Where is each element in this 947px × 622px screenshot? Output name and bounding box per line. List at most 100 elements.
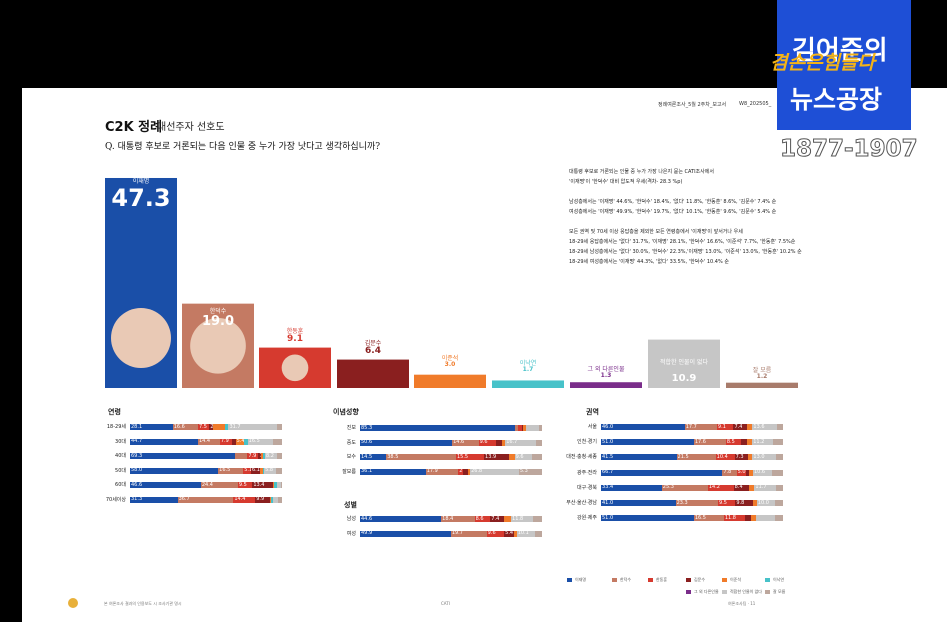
- stacked-segment: [360, 454, 387, 460]
- stacked-segment: [526, 425, 539, 431]
- stacked-segment: [130, 424, 173, 430]
- segment-value-label: 46.6: [131, 481, 143, 488]
- segment-value-label: 15.5: [456, 453, 469, 460]
- stacked-segment: [511, 516, 533, 522]
- segment-value-label: 38.5: [387, 453, 399, 460]
- breakdown-title: 성별: [344, 501, 357, 509]
- stacked-segment: [360, 439, 453, 446]
- segment-value-label: 69.3: [131, 452, 143, 459]
- stacked-segment: [360, 468, 426, 475]
- segment-value-label: 9.1: [717, 423, 726, 430]
- segment-value-label: 85.3: [361, 424, 373, 431]
- segment-value-label: 17.9: [426, 468, 438, 474]
- stacked-segment: [233, 496, 256, 503]
- note-line: 18-29세 여성층에서는 '이재명' 44.3%, '없다' 33.5%, '…: [569, 259, 729, 265]
- candidate-value: 47.3: [111, 184, 171, 212]
- stacked-segment: [197, 424, 210, 430]
- stacked-segment: [276, 424, 282, 430]
- candidate-photo-face: [190, 317, 246, 374]
- segment-value-label: 16.5: [694, 514, 706, 521]
- stacked-segment: [274, 482, 277, 488]
- breakdown-row-label: 보수: [346, 454, 356, 460]
- stacked-segment: [756, 500, 775, 506]
- segment-value-label: 26.8: [471, 468, 483, 474]
- candidate-value: 1.3: [600, 372, 612, 380]
- breakdown-row-label: 강원·제주: [577, 515, 597, 522]
- stacked-segment: [250, 467, 261, 474]
- stacked-segment: [264, 467, 276, 474]
- stacked-segment: [228, 424, 277, 430]
- segment-value-label: 14.4: [234, 496, 246, 502]
- stacked-segment: [452, 439, 479, 446]
- footer-page: 여론조사팀 · 11: [728, 601, 756, 606]
- stacked-segment: [273, 496, 278, 503]
- stacked-segment: [532, 516, 542, 522]
- breakdown-row-label: 광주·전라: [577, 469, 597, 476]
- note-line: '이재명'이 '한덕수' 대비 압도적 우세(격차- 28.3 %p): [569, 179, 683, 185]
- stacked-segment: [693, 439, 726, 446]
- segment-value-label: 8.2: [265, 452, 274, 459]
- segment-value-label: 36.1: [361, 468, 373, 474]
- legend-swatch: [612, 578, 617, 582]
- segment-value-label: 14.6: [453, 439, 465, 445]
- candidate-name: 한덕수: [209, 307, 227, 315]
- breakdown-row-label: 인천·경기: [577, 439, 597, 446]
- stacked-segment: [130, 496, 178, 503]
- segment-value-label: 9.5: [719, 499, 727, 506]
- stacked-segment: [360, 530, 451, 537]
- stacked-segment: [501, 439, 506, 446]
- segment-value-label: 9.6: [515, 453, 524, 460]
- segment-value-label: 14.5: [361, 453, 373, 460]
- brand-title: C2K 정례: [105, 120, 163, 135]
- breakdown-title: 권역: [586, 408, 599, 416]
- stacked-segment: [277, 453, 282, 459]
- segment-value-label: 7.8: [723, 469, 732, 476]
- stacked-segment: [270, 496, 272, 503]
- stacked-segment: [247, 453, 259, 459]
- stacked-segment: [516, 530, 536, 537]
- breakdown-title: 연령: [108, 408, 121, 416]
- stacked-segment: [776, 454, 783, 461]
- segment-value-label: 5.8: [265, 467, 274, 473]
- candidate-value: 1.7: [522, 366, 534, 374]
- stacked-segment: [218, 467, 244, 474]
- segment-value-label: 10.0: [757, 499, 769, 506]
- candidate-name: 이재명: [132, 178, 150, 185]
- report-name: 정례여론조사_5월 2주차_보고서: [658, 102, 727, 108]
- stacked-segment: [272, 438, 282, 445]
- survey-question: Q. 대통령 후보로 거론되는 다음 인물 중 누가 가장 낫다고 생각하십니까…: [105, 142, 381, 152]
- stacked-segment: [517, 425, 522, 431]
- segment-value-label: 41.5: [602, 453, 614, 460]
- stacked-segment: [200, 482, 238, 488]
- segment-value-label: 25.3: [662, 484, 674, 491]
- segment-value-label: 11.2: [753, 438, 765, 445]
- legend-swatch: [648, 578, 653, 582]
- segment-value-label: 28.1: [131, 423, 143, 430]
- segment-value-label: 50.6: [361, 439, 373, 445]
- stacked-segment: [684, 424, 717, 430]
- stacked-segment: [601, 469, 723, 476]
- breakdown-row-label: 서울: [587, 424, 597, 430]
- stacked-segment: [504, 530, 514, 537]
- stacked-segment: [601, 500, 676, 506]
- segment-value-label: 5.0: [737, 469, 746, 476]
- stacked-segment: [601, 439, 694, 446]
- breakdown-row-label: 50대: [115, 467, 126, 474]
- segment-value-label: 17.6: [694, 438, 706, 445]
- candidate-bar: [337, 359, 409, 388]
- stacked-segment: [209, 424, 214, 430]
- stacked-segment: [386, 454, 456, 460]
- stacked-segment: [458, 468, 463, 475]
- note-line: 18-29세 남성층에서는 '없다' 30.0%, '한덕수' 22.3%,'이…: [569, 249, 802, 255]
- stacked-segment: [747, 454, 753, 461]
- stacked-segment: [753, 500, 757, 506]
- segment-value-label: 11.7: [755, 484, 767, 491]
- stacked-segment: [601, 515, 694, 522]
- stacked-segment: [535, 530, 542, 537]
- report-code: W8_202505_: [739, 101, 772, 107]
- segment-value-label: 16.5: [248, 438, 260, 444]
- segment-value-label: 9.8: [736, 499, 745, 506]
- legend-label: 한동훈: [656, 577, 668, 582]
- legend-swatch: [567, 578, 572, 582]
